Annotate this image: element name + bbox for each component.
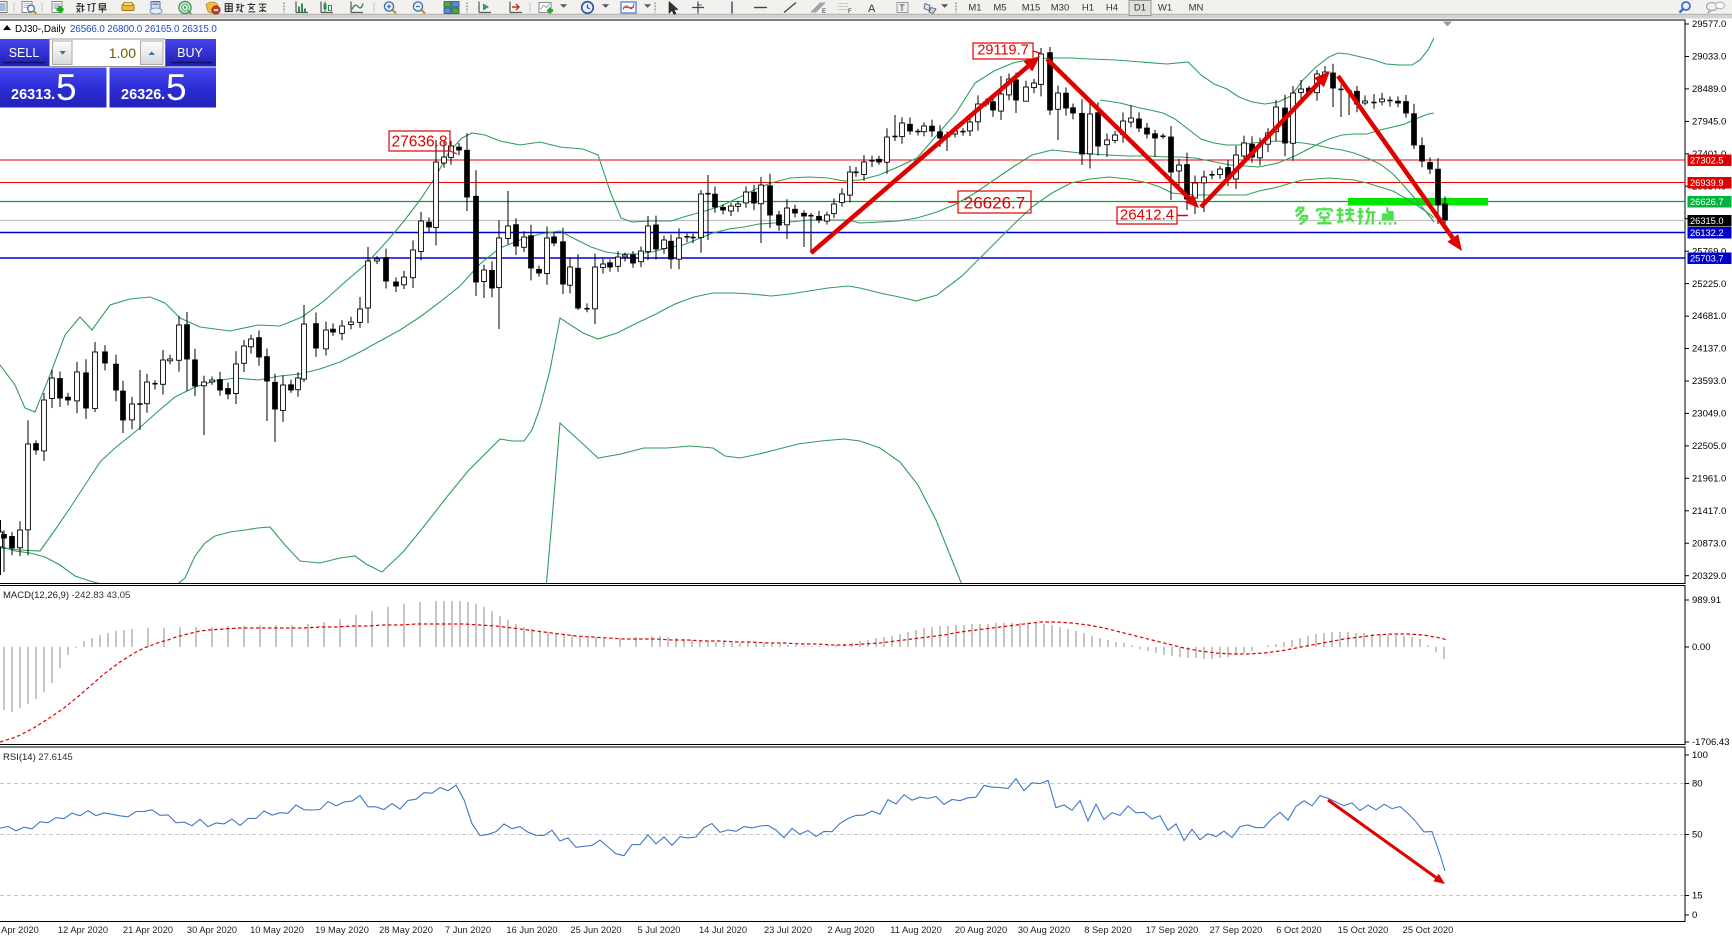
svg-text:16 Jun 2020: 16 Jun 2020: [506, 925, 557, 935]
svg-text:M15: M15: [1022, 3, 1040, 14]
svg-text:27302.5: 27302.5: [1690, 155, 1724, 165]
svg-text:M30: M30: [1051, 3, 1069, 14]
svg-text:M1: M1: [968, 3, 981, 14]
svg-text:25225.0: 25225.0: [1692, 279, 1726, 290]
svg-text:15 Oct 2020: 15 Oct 2020: [1338, 925, 1389, 935]
svg-text:BUY: BUY: [177, 46, 203, 60]
svg-text:21 Apr 2020: 21 Apr 2020: [123, 925, 173, 935]
svg-text:23593.0: 23593.0: [1692, 376, 1726, 387]
svg-text:23049.0: 23049.0: [1692, 409, 1726, 420]
svg-text:E: E: [822, 9, 826, 15]
svg-text:23 Jul 2020: 23 Jul 2020: [764, 925, 812, 935]
svg-text:D1: D1: [1134, 3, 1146, 14]
svg-text:26326: 26326: [121, 87, 161, 103]
svg-text:1.00: 1.00: [109, 45, 136, 61]
svg-text:T: T: [899, 3, 905, 13]
svg-text:989.91: 989.91: [1692, 595, 1721, 606]
svg-text:21961.0: 21961.0: [1692, 474, 1726, 485]
svg-text:22505.0: 22505.0: [1692, 441, 1726, 452]
svg-text:29577.0: 29577.0: [1692, 19, 1726, 30]
svg-text:20873.0: 20873.0: [1692, 538, 1726, 549]
svg-text:RSI(14) 27.6145: RSI(14) 27.6145: [3, 752, 73, 763]
svg-text:5: 5: [56, 67, 77, 108]
svg-text:M5: M5: [993, 3, 1006, 14]
svg-text:15: 15: [1692, 891, 1703, 902]
svg-text:26566.0 26800.0 26165.0 26315.: 26566.0 26800.0 26165.0 26315.0: [70, 24, 217, 35]
svg-text:20 Aug 2020: 20 Aug 2020: [955, 925, 1007, 935]
svg-text:26412.4: 26412.4: [1120, 207, 1174, 224]
svg-text:26939.9: 26939.9: [1690, 178, 1724, 188]
svg-text:24681.0: 24681.0: [1692, 311, 1726, 322]
svg-text:25769.0: 25769.0: [1692, 246, 1726, 257]
svg-text:28 May 2020: 28 May 2020: [379, 925, 433, 935]
svg-text:19 May 2020: 19 May 2020: [315, 925, 369, 935]
svg-text:5: 5: [166, 67, 187, 108]
svg-text:25 Jun 2020: 25 Jun 2020: [570, 925, 621, 935]
svg-text:25 Oct 2020: 25 Oct 2020: [1403, 925, 1454, 935]
svg-text:27636.8: 27636.8: [391, 134, 447, 151]
svg-text:6 Oct 2020: 6 Oct 2020: [1276, 925, 1321, 935]
svg-text:26315.0: 26315.0: [1690, 216, 1724, 226]
svg-text:30 Apr 2020: 30 Apr 2020: [187, 925, 237, 935]
svg-text:2 Aug 2020: 2 Aug 2020: [827, 925, 874, 935]
svg-text:0.00: 0.00: [1692, 642, 1711, 653]
svg-text:28489.0: 28489.0: [1692, 84, 1726, 95]
svg-text:.: .: [161, 86, 165, 103]
svg-text:17 Sep 2020: 17 Sep 2020: [1146, 925, 1199, 935]
svg-text:80: 80: [1692, 779, 1703, 790]
svg-text:W1: W1: [1158, 3, 1172, 14]
svg-text:27 Sep 2020: 27 Sep 2020: [1210, 925, 1263, 935]
svg-text:A: A: [868, 3, 876, 15]
svg-text:20329.0: 20329.0: [1692, 571, 1726, 582]
svg-text:5 Jul 2020: 5 Jul 2020: [638, 925, 681, 935]
svg-text:MACD(12,26,9) -242.83 43.05: MACD(12,26,9) -242.83 43.05: [3, 590, 130, 601]
svg-text:26626.7: 26626.7: [1690, 197, 1724, 207]
svg-text:50: 50: [1692, 830, 1703, 841]
svg-text:29119.7: 29119.7: [977, 43, 1028, 59]
svg-text:-1706.43: -1706.43: [1692, 737, 1730, 748]
svg-text:26132.2: 26132.2: [1690, 228, 1724, 238]
svg-text:H1: H1: [1082, 3, 1094, 14]
svg-text:.: .: [51, 86, 55, 103]
svg-text:26626.7: 26626.7: [964, 194, 1025, 213]
svg-text:21417.0: 21417.0: [1692, 506, 1726, 517]
svg-text:MN: MN: [1189, 3, 1204, 14]
svg-text:11 Aug 2020: 11 Aug 2020: [890, 925, 942, 935]
svg-text:25703.7: 25703.7: [1690, 253, 1724, 263]
svg-text:24137.0: 24137.0: [1692, 344, 1726, 355]
svg-text:Apr 2020: Apr 2020: [1, 925, 39, 935]
svg-text:27945.0: 27945.0: [1692, 117, 1726, 128]
svg-text:F: F: [848, 9, 852, 15]
svg-text:0: 0: [1692, 910, 1697, 921]
svg-text:30 Aug 2020: 30 Aug 2020: [1018, 925, 1070, 935]
svg-text:12 Apr 2020: 12 Apr 2020: [58, 925, 108, 935]
svg-text:29033.0: 29033.0: [1692, 52, 1726, 63]
svg-text:10 May 2020: 10 May 2020: [250, 925, 304, 935]
svg-text:8 Sep 2020: 8 Sep 2020: [1084, 925, 1132, 935]
svg-text:100: 100: [1692, 750, 1708, 761]
svg-text:26313: 26313: [11, 87, 51, 103]
svg-text:14 Jul 2020: 14 Jul 2020: [699, 925, 747, 935]
svg-text:SELL: SELL: [9, 46, 40, 60]
svg-text:DJ30-,Daily: DJ30-,Daily: [15, 24, 66, 35]
svg-text:H4: H4: [1106, 3, 1118, 14]
svg-text:7 Jun 2020: 7 Jun 2020: [445, 925, 491, 935]
